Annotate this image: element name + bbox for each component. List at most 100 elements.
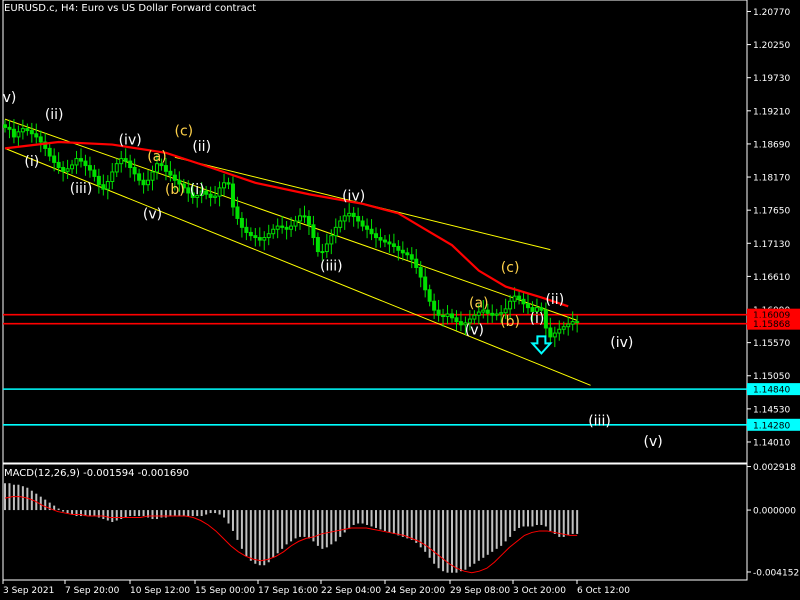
candle-body (463, 322, 468, 326)
resistance-level-label: 1.15868 (753, 320, 790, 330)
candle-body (25, 128, 30, 132)
candle-body (369, 228, 374, 235)
candle-body (530, 307, 535, 312)
candle-body (70, 164, 75, 170)
candle-body (181, 183, 186, 189)
candle-body (476, 311, 481, 316)
candle-body (414, 258, 419, 268)
candle-body (302, 215, 307, 218)
x-tick-label: 24 Sep 20:00 (385, 586, 445, 596)
candle-body (177, 179, 182, 185)
candle-body (87, 165, 92, 171)
down-arrow-icon (530, 335, 553, 355)
candle-body (499, 312, 504, 315)
wave-label: (ii) (45, 107, 64, 123)
candle-body (400, 249, 405, 254)
candle-body (374, 233, 379, 239)
candle-body (512, 295, 517, 302)
candle-body (43, 141, 48, 149)
target-level-label: 1.14280 (753, 421, 790, 431)
x-tick-label: 3 Oct 20:00 (513, 586, 566, 596)
candle-body (78, 158, 83, 162)
wave-label: (iv) (342, 189, 365, 205)
resistance-level-tag (747, 317, 800, 330)
wave-label: (b) (500, 314, 520, 330)
x-tick-label: 15 Sep 00:00 (195, 586, 255, 596)
candle-body (575, 321, 580, 324)
candle-body (315, 237, 320, 253)
wave-label: (iii) (588, 413, 611, 429)
candle-body (378, 237, 383, 241)
candle-body (347, 212, 352, 217)
candle-body (3, 124, 7, 128)
candle-body (405, 252, 410, 256)
chart-title: EURUSD.c, H4: Euro vs US Dollar Forward … (4, 3, 257, 14)
wave-label: (iii) (70, 181, 93, 197)
candle-body (56, 161, 61, 168)
candle-body (356, 216, 361, 222)
candle-body (47, 147, 52, 157)
candle-body (195, 195, 200, 198)
candle-body (467, 318, 472, 324)
candle-body (222, 182, 227, 189)
candle-body (199, 190, 204, 197)
candle-body (298, 215, 303, 222)
candle-body (351, 212, 356, 218)
candle-body (190, 192, 195, 198)
candle-body (391, 243, 396, 247)
macd-pane: 0.002918 0.000000 -0.004152 (2, 463, 799, 581)
wave-label: (c) (501, 260, 520, 276)
candle-body (387, 241, 392, 245)
candle-body (454, 317, 459, 323)
moving-average-line (4, 140, 569, 308)
candle-body (7, 126, 12, 130)
candle-body (74, 158, 79, 166)
wave-label: (v) (644, 434, 663, 450)
x-tick-label: 29 Sep 08:00 (450, 586, 510, 596)
y-tick-label: 1.20770 (753, 8, 790, 18)
candle-body (186, 187, 191, 194)
candle-body (472, 314, 477, 320)
candle-body (96, 175, 101, 186)
wave-label: (iv) (610, 335, 633, 351)
target-level-tag (747, 418, 800, 431)
candle-body (333, 226, 338, 237)
y-tick-label: 1.18170 (753, 174, 790, 184)
candle-body (168, 170, 173, 176)
candle-body (548, 327, 553, 338)
macd-tick-label: -0.004152 (753, 568, 799, 578)
wave-label: (c) (174, 124, 193, 140)
macd-tick-label: 0.000000 (753, 507, 796, 517)
x-tick-label: 3 Sep 2021 (3, 586, 54, 596)
candle-body (485, 309, 490, 314)
candle-body (226, 182, 231, 185)
wave-label: (v) (143, 206, 162, 222)
candle-body (38, 136, 43, 143)
candle-body (539, 307, 544, 311)
candle-body (503, 308, 508, 314)
y-tick-label: 1.15570 (753, 339, 790, 349)
y-tick-label: 1.15050 (753, 372, 790, 382)
candle-body (114, 163, 119, 173)
candle-body (141, 179, 146, 186)
wave-label: (a) (147, 149, 167, 165)
candle-body (311, 224, 316, 239)
candle-body (150, 171, 155, 181)
candle-body (508, 300, 513, 310)
candle-body (543, 309, 548, 329)
target-level-tag (747, 383, 800, 396)
wave-label: (a) (469, 296, 489, 312)
candle-body (146, 179, 151, 186)
wave-label: (v) (465, 322, 484, 338)
x-tick-label: 22 Sep 04:00 (321, 586, 381, 596)
y-tick-label: 1.17650 (753, 207, 790, 217)
candle-body (450, 313, 454, 319)
candle-body (271, 228, 276, 235)
candle-body (570, 321, 575, 325)
candle-body (266, 233, 271, 239)
y-tick-label: 1.20250 (753, 41, 790, 51)
candle-body (11, 128, 16, 138)
y-tick-label: 1.14010 (753, 438, 790, 448)
macd-frame (2, 463, 748, 581)
candle-body (92, 169, 97, 177)
